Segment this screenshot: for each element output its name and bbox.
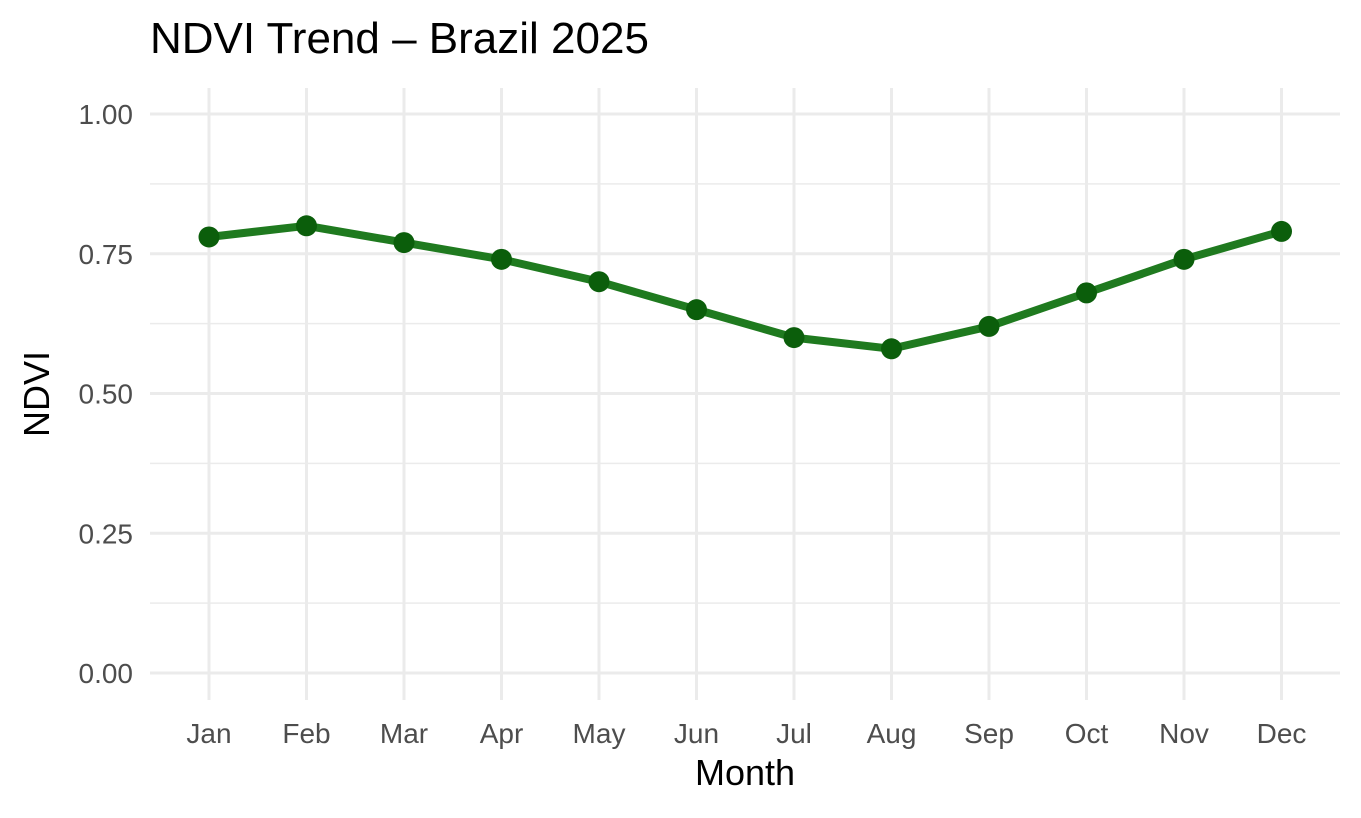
data-point — [491, 248, 512, 270]
x-tick-label: Apr — [480, 718, 524, 749]
x-tick-label: May — [573, 718, 626, 749]
data-point — [393, 232, 415, 254]
x-axis-label: Month — [694, 752, 796, 793]
x-tick-label: Jul — [776, 718, 812, 749]
data-point — [1076, 282, 1097, 304]
data-point — [296, 215, 317, 237]
x-tick-label: Aug — [867, 718, 917, 749]
y-tick-label: 1.00 — [79, 99, 134, 130]
y-tick-label: 0.50 — [79, 379, 134, 410]
y-tick-label: 0.75 — [79, 239, 134, 270]
data-point — [1173, 248, 1195, 270]
x-tick-label: Jan — [186, 718, 231, 749]
x-tick-label: Dec — [1257, 718, 1307, 749]
data-point — [881, 338, 902, 360]
chart-title: NDVI Trend – Brazil 2025 — [150, 14, 649, 63]
x-tick-label: Nov — [1159, 718, 1209, 749]
x-tick-label: Sep — [964, 718, 1014, 749]
data-point — [686, 299, 707, 321]
x-tick-label: Feb — [282, 718, 330, 749]
data-point — [783, 327, 805, 349]
y-tick-label: 0.25 — [79, 518, 134, 549]
x-tick-label: Jun — [674, 718, 719, 749]
data-point — [198, 226, 220, 248]
x-tick-label: Mar — [380, 718, 428, 749]
x-tick-label: Oct — [1065, 718, 1109, 749]
data-point — [1271, 220, 1292, 242]
series-line — [205, 221, 1286, 353]
data-point — [978, 315, 1000, 337]
y-tick-label: 0.00 — [79, 658, 134, 689]
data-point — [588, 271, 610, 293]
